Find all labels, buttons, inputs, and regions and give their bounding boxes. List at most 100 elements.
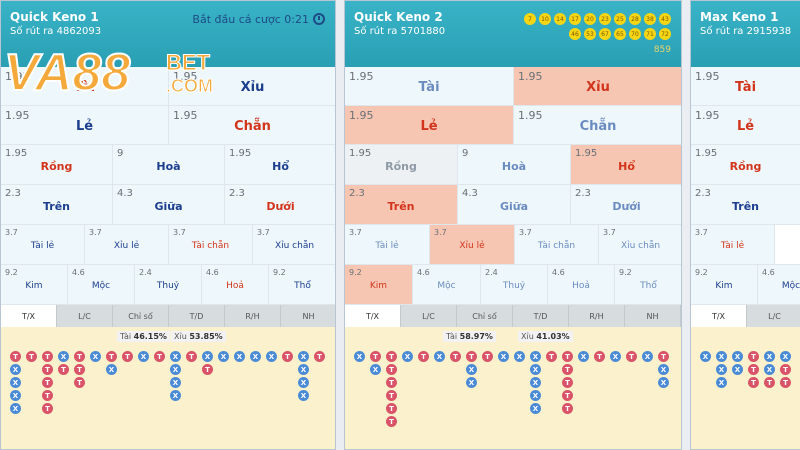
bet-option[interactable]: 1.95 Tài [691,67,800,105]
bet-option[interactable]: 2.4 Thuỷ [135,265,202,304]
bet-option[interactable]: 9.2 Kim [345,265,413,304]
drawn-ball: 25 [614,13,626,25]
bet-option[interactable]: 1.95 Rồng [691,145,800,184]
bet-option[interactable]: 3.7 Tài chẵn [515,225,599,264]
bet-option[interactable]: 4.6 Mộc [68,265,135,304]
stats-tab[interactable]: L/C [747,305,800,327]
tai-marker: T [748,364,759,375]
bet-option[interactable]: 1.95 Hổ [225,145,335,184]
stats-tab[interactable]: L/C [57,305,113,327]
bet-option[interactable]: 2.3 Trên [691,185,800,224]
xiu-marker: X [354,351,365,362]
bet-option[interactable]: 1.95 Xỉu [514,67,681,105]
bet-option[interactable]: 1.95 Lẻ [691,106,800,144]
bet-option[interactable]: 1.95 Rồng [1,145,113,184]
stats-tab[interactable]: R/H [225,305,281,327]
xiu-marker: X [298,351,309,362]
stats-tab[interactable]: T/D [169,305,225,327]
bet-option[interactable]: 2.3 Trên [345,185,458,224]
bet-odds: 9 [462,148,469,159]
drawn-ball: 53 [584,28,596,40]
bet-option[interactable]: 9.2 Kim [1,265,68,304]
tai-marker: T [658,351,669,362]
bet-label: Dưới [612,200,641,213]
stats-tab[interactable]: R/H [569,305,625,327]
bet-option[interactable]: 9.2 Kim [691,265,758,304]
bet-option[interactable]: 4.6 Mộc [758,265,800,304]
bet-label: Rồng [385,160,417,173]
stats-tab[interactable]: T/X [1,305,57,327]
bet-label: Tài [73,80,96,95]
bet-label: Trên [387,200,415,213]
xiu-marker: X [298,364,309,375]
xiu-marker: X [498,351,509,362]
xiu-marker: X [780,351,791,362]
bet-option[interactable]: 9 Hoà [458,145,571,184]
bet-option[interactable]: 4.6 Hoả [548,265,615,304]
bet-option[interactable]: 3.7 Tài chẵn [169,225,253,264]
stats-tab[interactable]: T/X [691,305,747,327]
xiu-marker: X [578,351,589,362]
bet-option[interactable]: 1.95 Tài [1,67,169,105]
bet-option[interactable]: 1.95 Tài [345,67,514,105]
bet-option[interactable]: 1.95 Hổ [571,145,681,184]
xiu-marker: X [658,377,669,388]
tai-marker: T [594,351,605,362]
bet-label: Mộc [91,281,111,291]
bet-label: Giữa [154,200,183,213]
bet-option[interactable]: 1.95 Rồng [345,145,458,184]
bet-option[interactable]: 1.95 Chẵn [514,106,681,144]
bet-label: Hoả [572,281,590,291]
draw-sum: 859 [653,45,671,55]
xiu-marker: X [234,351,245,362]
bet-option[interactable]: 9.2 Thổ [615,265,681,304]
stats-tab[interactable]: Chỉ số [457,305,513,327]
bet-option[interactable]: 2.4 Thuỷ [481,265,548,304]
tai-marker: T [764,377,775,388]
stats-tab[interactable]: NH [281,305,335,327]
bet-odds: 2.3 [695,188,711,199]
bet-option[interactable]: 3.7 Tài lẻ [345,225,430,264]
bet-odds: 4.6 [206,268,219,277]
bet-option[interactable]: 2.3 Dưới [225,185,335,224]
bet-odds: 1.95 [5,70,30,83]
stats-tab[interactable]: Chỉ số [113,305,169,327]
bet-option[interactable]: 4.6 Mộc [413,265,481,304]
xiu-marker: X [202,351,213,362]
stats-tab[interactable]: T/X [345,305,401,327]
xiu-marker: X [530,351,541,362]
result-grid: Tài 58.97% Xỉu 41.03% X T X T T T T T T X T X T T X X T X X X… [345,327,681,449]
bet-option[interactable]: 3.7 Xỉu lẻ [85,225,169,264]
bet-option[interactable]: 1.95 Xỉu [169,67,335,105]
bet-option[interactable]: 4.3 Giữa [458,185,571,224]
bet-option[interactable]: 3.7 Xỉu chẵn [599,225,681,264]
tai-marker: T [386,364,397,375]
xiu-marker: X [298,390,309,401]
tai-marker: T [26,351,37,362]
bet-row: 1.95 Tài 1.95 Xỉu [1,67,335,106]
bet-option[interactable]: 3.7 Xỉu chẵn [253,225,335,264]
bet-option[interactable]: 1.95 Lẻ [345,106,514,144]
bet-option[interactable]: 3.7 Tài lẻ [691,225,775,264]
stats-tab[interactable]: T/D [513,305,569,327]
stats-tab[interactable]: L/C [401,305,457,327]
bet-label: Mộc [437,281,456,291]
bet-option[interactable]: 2.3 Dưới [571,185,681,224]
bet-option[interactable]: 4.3 Giữa [113,185,225,224]
bet-option[interactable]: 9.2 Thổ [269,265,335,304]
bet-option[interactable]: 3.7 Xỉu lẻ [430,225,515,264]
xiu-marker: X [10,377,21,388]
bet-row: 1.95 Rồng 9 Hoà 1.95 Hổ [1,145,335,185]
tai-value: 46.15% [133,332,167,341]
bet-option[interactable]: 2.3 Trên [1,185,113,224]
bet-option[interactable]: 1.95 Chẵn [169,106,335,144]
bet-odds: 1.95 [349,148,372,159]
bet-option[interactable]: 9 Hoà [113,145,225,184]
bet-row: 2.3 Trên 4.3 Giữa 2.3 Dưới [345,185,681,225]
bet-option[interactable]: 4.6 Hoả [202,265,269,304]
bet-option[interactable]: 3.7 Tài lẻ [1,225,85,264]
stats-tab[interactable]: NH [625,305,681,327]
panel-header: Quick Keno 1 Số rút ra 4862093 Bắt đầu cá … [1,1,335,67]
bet-option[interactable]: 1.95 Lẻ [1,106,169,144]
bet-odds: 4.3 [117,188,133,199]
